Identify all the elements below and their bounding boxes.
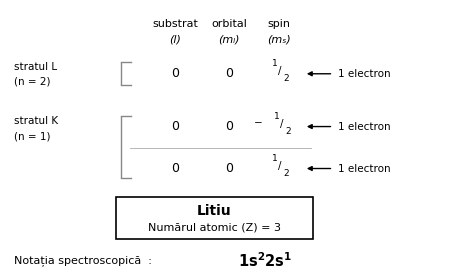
Text: (n = 2): (n = 2) xyxy=(14,77,51,87)
Text: 0: 0 xyxy=(225,162,233,175)
Text: orbital: orbital xyxy=(211,19,247,29)
Text: Notația spectroscopică  :: Notația spectroscopică : xyxy=(14,255,152,266)
Text: 0: 0 xyxy=(171,120,179,133)
Text: 1 electron: 1 electron xyxy=(338,121,390,132)
Text: Litiu: Litiu xyxy=(197,204,232,218)
Text: 1 electron: 1 electron xyxy=(338,69,390,79)
Text: (n = 1): (n = 1) xyxy=(14,131,51,141)
Text: /: / xyxy=(278,66,281,76)
Text: $\mathbf{1s^{2}2s^{1}}$: $\mathbf{1s^{2}2s^{1}}$ xyxy=(238,251,292,270)
Text: spin: spin xyxy=(267,19,291,29)
Text: 1: 1 xyxy=(271,154,277,163)
Text: 2: 2 xyxy=(285,127,291,136)
Text: (mₗ): (mₗ) xyxy=(218,35,240,45)
Text: 0: 0 xyxy=(171,67,179,80)
Text: 0: 0 xyxy=(225,120,233,133)
Text: 1 electron: 1 electron xyxy=(338,164,390,174)
Text: 0: 0 xyxy=(225,67,233,80)
Text: stratul K: stratul K xyxy=(14,116,59,126)
Text: 1: 1 xyxy=(271,59,277,68)
Text: /: / xyxy=(278,161,281,171)
Text: 2: 2 xyxy=(283,74,289,83)
Text: (l): (l) xyxy=(169,35,181,45)
FancyBboxPatch shape xyxy=(116,197,313,239)
Text: 0: 0 xyxy=(171,162,179,175)
Text: (mₛ): (mₛ) xyxy=(267,35,291,45)
Text: Numărul atomic (Z) = 3: Numărul atomic (Z) = 3 xyxy=(148,222,281,233)
Text: substrat: substrat xyxy=(152,19,198,29)
Text: 2: 2 xyxy=(283,169,289,178)
Text: 1: 1 xyxy=(274,112,280,121)
Text: −: − xyxy=(254,118,263,128)
Text: /: / xyxy=(281,119,284,129)
Text: stratul L: stratul L xyxy=(14,62,57,72)
